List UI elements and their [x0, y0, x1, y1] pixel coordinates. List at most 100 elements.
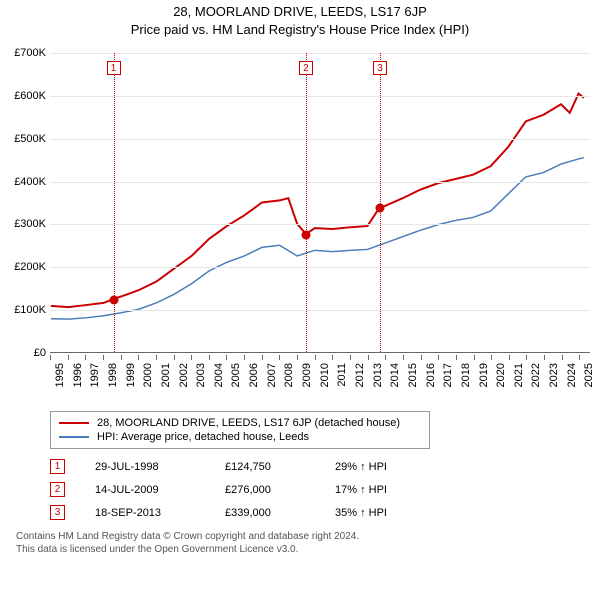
- sales-pct: 29% ↑ HPI: [335, 461, 435, 473]
- chart-lines: [50, 53, 590, 352]
- x-tick-label: 2025: [583, 363, 595, 387]
- x-tick-mark: [350, 355, 351, 360]
- legend-item: HPI: Average price, detached house, Leed…: [59, 430, 421, 444]
- grid-line: [50, 53, 590, 54]
- x-tick-mark: [244, 355, 245, 360]
- x-tick-label: 2000: [142, 363, 154, 387]
- x-tick-label: 2011: [336, 363, 348, 387]
- sales-date: 14-JUL-2009: [95, 484, 195, 496]
- x-tick-label: 2022: [530, 363, 542, 387]
- x-tick-mark: [50, 355, 51, 360]
- y-tick-label: £600K: [14, 90, 46, 102]
- y-tick-label: £100K: [14, 304, 46, 316]
- x-tick-label: 2013: [372, 363, 384, 387]
- sales-pct: 17% ↑ HPI: [335, 484, 435, 496]
- x-tick-mark: [121, 355, 122, 360]
- x-tick-mark: [456, 355, 457, 360]
- x-tick-mark: [209, 355, 210, 360]
- x-tick-mark: [579, 355, 580, 360]
- y-tick-label: £500K: [14, 133, 46, 145]
- title-subtitle: Price paid vs. HM Land Registry's House …: [0, 22, 600, 37]
- x-tick-mark: [68, 355, 69, 360]
- sales-pct: 35% ↑ HPI: [335, 507, 435, 519]
- x-tick-mark: [191, 355, 192, 360]
- chart-title: 28, MOORLAND DRIVE, LEEDS, LS17 6JP Pric…: [0, 0, 600, 39]
- x-tick-mark: [421, 355, 422, 360]
- x-tick-label: 2009: [301, 363, 313, 387]
- x-tick-mark: [174, 355, 175, 360]
- x-tick-mark: [332, 355, 333, 360]
- legend-swatch: [59, 422, 89, 424]
- sales-num: 3: [50, 505, 65, 520]
- y-tick-label: £200K: [14, 261, 46, 273]
- x-tick-label: 2019: [478, 363, 490, 387]
- x-tick-label: 2017: [442, 363, 454, 387]
- grid-line: [50, 224, 590, 225]
- x-tick-mark: [562, 355, 563, 360]
- legend-label: 28, MOORLAND DRIVE, LEEDS, LS17 6JP (det…: [97, 417, 400, 429]
- grid-line: [50, 267, 590, 268]
- x-tick-mark: [279, 355, 280, 360]
- x-axis: 1995199619971998199920002001200220032004…: [50, 355, 590, 409]
- x-tick-label: 1996: [72, 363, 84, 387]
- x-tick-label: 2014: [389, 363, 401, 387]
- x-tick-mark: [544, 355, 545, 360]
- x-tick-mark: [262, 355, 263, 360]
- x-tick-mark: [368, 355, 369, 360]
- sales-row: 3 18-SEP-2013 £339,000 35% ↑ HPI: [50, 501, 584, 524]
- sale-dot: [301, 230, 310, 239]
- x-tick-mark: [474, 355, 475, 360]
- sales-price: £339,000: [225, 507, 305, 519]
- x-tick-mark: [491, 355, 492, 360]
- legend-swatch: [59, 436, 89, 438]
- legend-item: 28, MOORLAND DRIVE, LEEDS, LS17 6JP (det…: [59, 416, 421, 430]
- title-address: 28, MOORLAND DRIVE, LEEDS, LS17 6JP: [0, 4, 600, 19]
- y-tick-label: £0: [34, 347, 46, 359]
- sales-price: £124,750: [225, 461, 305, 473]
- x-tick-label: 2002: [178, 363, 190, 387]
- sales-price: £276,000: [225, 484, 305, 496]
- x-tick-mark: [85, 355, 86, 360]
- sales-date: 29-JUL-1998: [95, 461, 195, 473]
- x-tick-label: 1998: [107, 363, 119, 387]
- x-tick-label: 1999: [125, 363, 137, 387]
- x-tick-mark: [315, 355, 316, 360]
- x-tick-label: 2006: [248, 363, 260, 387]
- x-tick-label: 2001: [160, 363, 172, 387]
- plot-area: 123: [50, 53, 590, 353]
- series-property: [51, 94, 584, 308]
- sale-marker-line: [306, 53, 307, 352]
- sales-num: 2: [50, 482, 65, 497]
- grid-line: [50, 182, 590, 183]
- sales-row: 1 29-JUL-1998 £124,750 29% ↑ HPI: [50, 455, 584, 478]
- y-axis: £0£100K£200K£300K£400K£500K£600K£700K: [0, 53, 48, 353]
- sale-marker-box: 2: [299, 61, 313, 75]
- x-tick-mark: [226, 355, 227, 360]
- sale-dot: [376, 203, 385, 212]
- x-tick-label: 2023: [548, 363, 560, 387]
- footer-line2: This data is licensed under the Open Gov…: [16, 543, 584, 556]
- sale-marker-box: 1: [107, 61, 121, 75]
- grid-line: [50, 310, 590, 311]
- sale-dot: [109, 295, 118, 304]
- sale-marker-line: [114, 53, 115, 352]
- sales-table: 1 29-JUL-1998 £124,750 29% ↑ HPI 2 14-JUL-200…: [50, 455, 584, 524]
- chart-area: £0£100K£200K£300K£400K£500K£600K£700K 12…: [0, 39, 600, 409]
- x-tick-label: 2003: [195, 363, 207, 387]
- sales-date: 18-SEP-2013: [95, 507, 195, 519]
- x-tick-mark: [297, 355, 298, 360]
- footer-note: Contains HM Land Registry data © Crown c…: [16, 530, 584, 556]
- x-tick-mark: [526, 355, 527, 360]
- x-tick-mark: [385, 355, 386, 360]
- x-tick-mark: [156, 355, 157, 360]
- sales-num: 1: [50, 459, 65, 474]
- x-tick-label: 2010: [319, 363, 331, 387]
- x-tick-label: 2016: [425, 363, 437, 387]
- x-tick-label: 2020: [495, 363, 507, 387]
- grid-line: [50, 96, 590, 97]
- x-tick-label: 2004: [213, 363, 225, 387]
- x-tick-label: 2007: [266, 363, 278, 387]
- x-tick-mark: [103, 355, 104, 360]
- x-tick-label: 2015: [407, 363, 419, 387]
- y-tick-label: £400K: [14, 176, 46, 188]
